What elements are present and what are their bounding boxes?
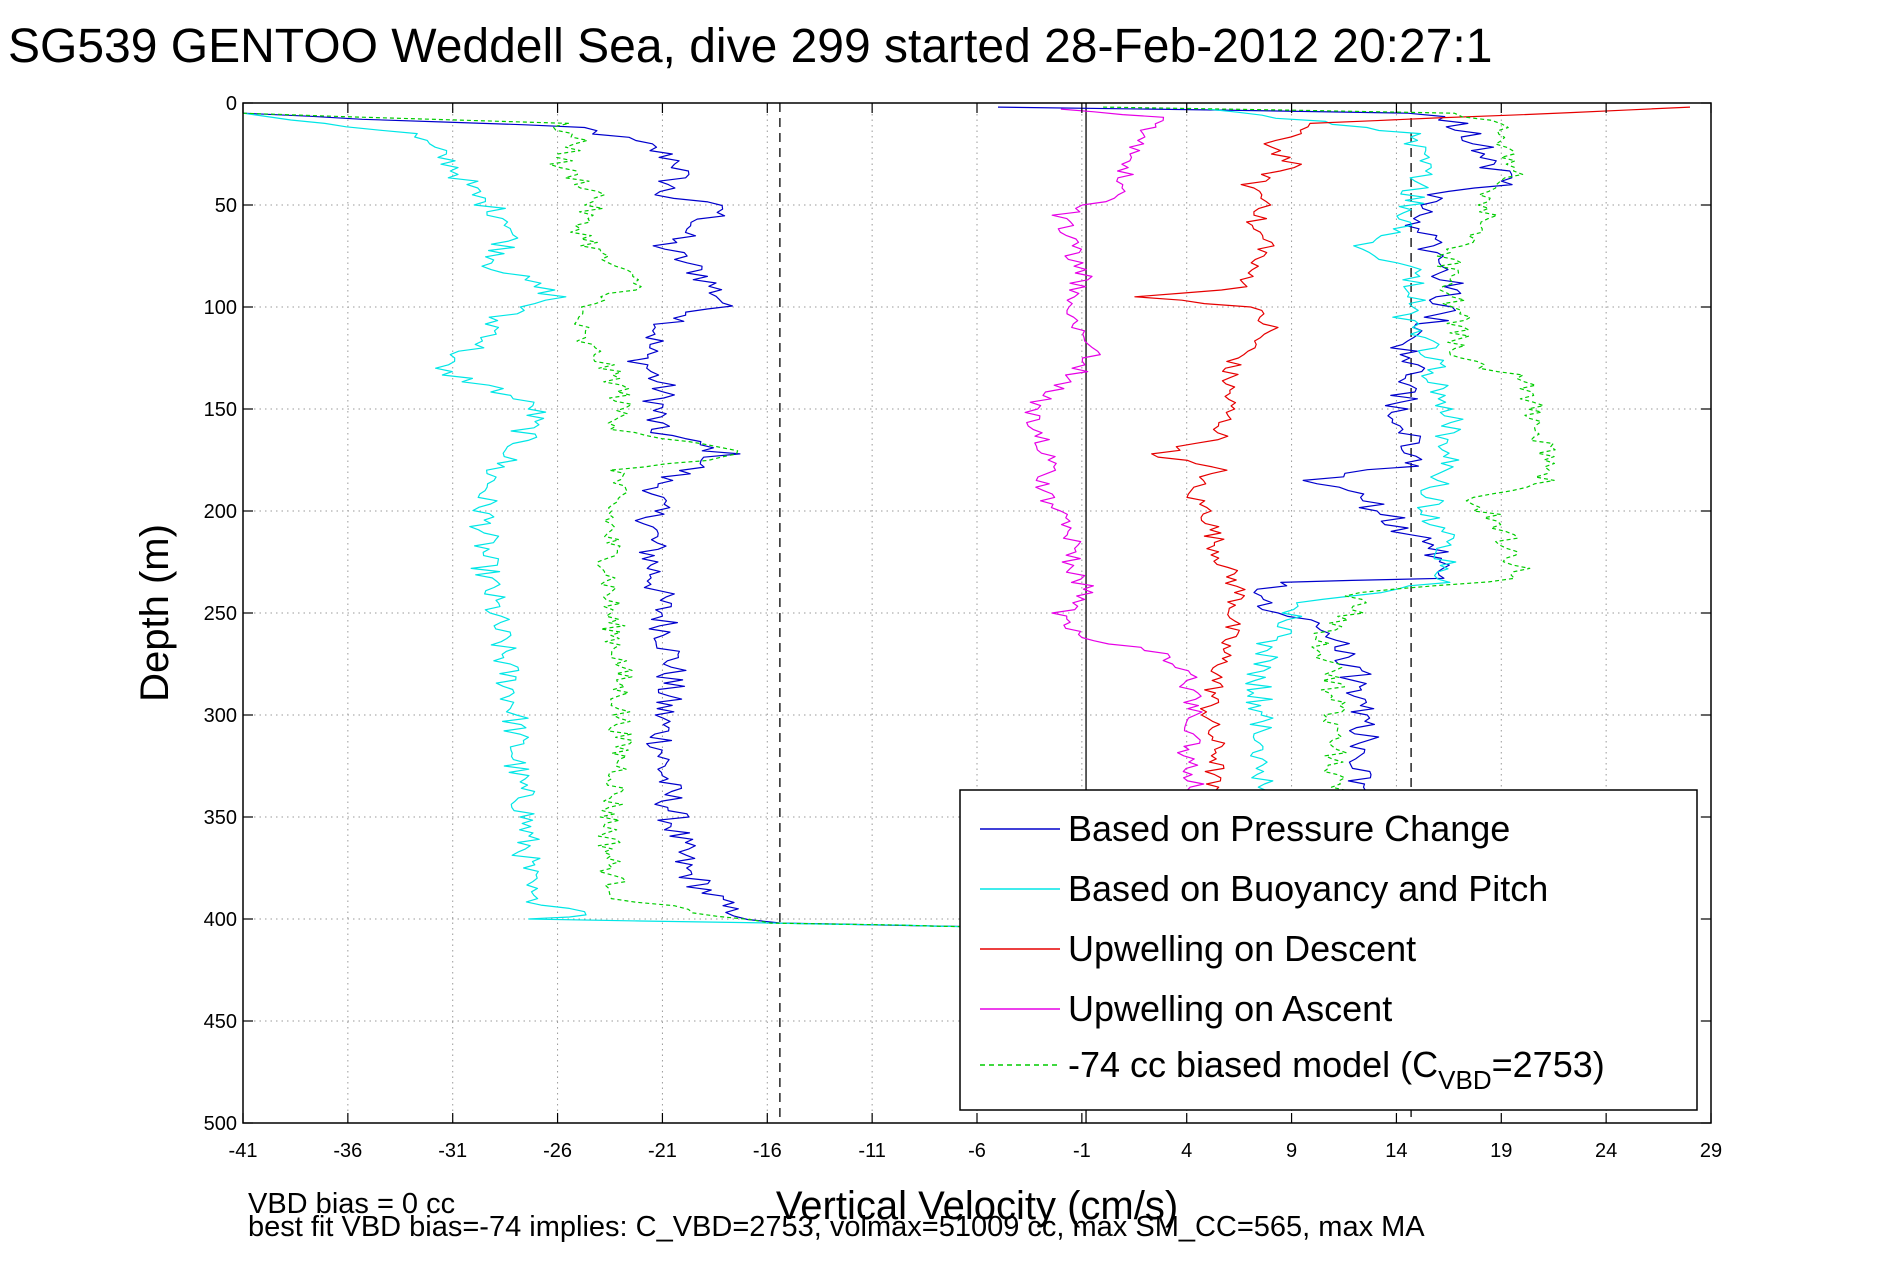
y-axis-label: Depth (m) [133, 524, 177, 702]
x-tick-label: -11 [858, 1140, 885, 1162]
x-tick-label: 9 [1286, 1140, 1297, 1162]
x-tick-labels: -41 -36 -31 -26 -21 -16 -11 -6 -1 4 9 14 19 24 29 [229, 1140, 1723, 1162]
x-axis-label: Vertical Velocity (cm/s) [776, 1184, 1178, 1228]
legend-label-tail: =2753) [1492, 1044, 1605, 1085]
y-tick-marks [243, 102, 1711, 1124]
series-based-on-buoyancy-and-pitch [242, 108, 1464, 928]
y-tick-labels: 0 50 100 150 200 250 300 350 400 450 500 [204, 93, 237, 1135]
x-tick-label: -1 [1073, 1140, 1091, 1162]
series-based-on-pressure-change [242, 106, 1513, 928]
series-line-descent [242, 112, 999, 928]
x-tick-label: -41 [229, 1140, 258, 1162]
y-tick-label: 150 [204, 399, 237, 421]
legend-box [959, 789, 1698, 1111]
series-layer [242, 106, 1691, 928]
best-fit-note: best fit VBD bias=-74 implies: C_VBD=275… [248, 1211, 1425, 1243]
series-line-descent [242, 112, 999, 928]
x-tick-label: 14 [1385, 1140, 1407, 1162]
x-tick-label: -36 [333, 1140, 362, 1162]
x-tick-label: 19 [1490, 1140, 1512, 1162]
x-tick-label: -31 [438, 1140, 467, 1162]
y-tick-label: 0 [226, 93, 237, 115]
y-tick-label: 250 [204, 603, 237, 625]
series-line-ascent [1102, 106, 1556, 798]
series-line-ascent [1207, 108, 1464, 797]
series-upwelling-on-ascent [1024, 108, 1205, 798]
legend-label: Upwelling on Descent [1068, 928, 1416, 969]
legend-label: Upwelling on Ascent [1068, 988, 1392, 1029]
x-tick-label: -26 [543, 1140, 572, 1162]
x-tick-label: -6 [968, 1140, 986, 1162]
legend-subscript: VBD [1438, 1065, 1491, 1095]
x-tick-marks [242, 103, 1712, 1123]
y-tick-label: 300 [204, 705, 237, 727]
y-tick-label: 500 [204, 1113, 237, 1135]
x-tick-label: -16 [753, 1140, 782, 1162]
y-tick-label: 350 [204, 807, 237, 829]
y-tick-label: 200 [204, 501, 237, 523]
vbd-bias-note: VBD bias = 0 cc [248, 1188, 455, 1220]
chart-title: SG539 GENTOO Weddell Sea, dive 299 start… [8, 20, 1492, 73]
series-upwelling-on-descent [1134, 106, 1691, 798]
legend-label: Based on Buoyancy and Pitch [1068, 868, 1548, 909]
x-tick-label: 29 [1700, 1140, 1722, 1162]
series-line-ascent [1024, 108, 1205, 798]
legend: Based on Pressure Change Based on Buoyanc… [959, 789, 1698, 1111]
y-tick-label: 50 [215, 195, 237, 217]
series-74-cc-biased-model-c-vbd-2753 [242, 106, 1556, 928]
x-tick-label: 4 [1181, 1140, 1192, 1162]
y-tick-label: 450 [204, 1011, 237, 1033]
series-line-descent [1134, 106, 1691, 798]
series-line-ascent [997, 106, 1513, 798]
y-tick-label: 400 [204, 909, 237, 931]
y-tick-label: 100 [204, 297, 237, 319]
x-tick-label: -21 [648, 1140, 677, 1162]
x-tick-label: 24 [1595, 1140, 1617, 1162]
legend-label: Based on Pressure Change [1068, 808, 1510, 849]
series-line-descent [242, 112, 999, 928]
